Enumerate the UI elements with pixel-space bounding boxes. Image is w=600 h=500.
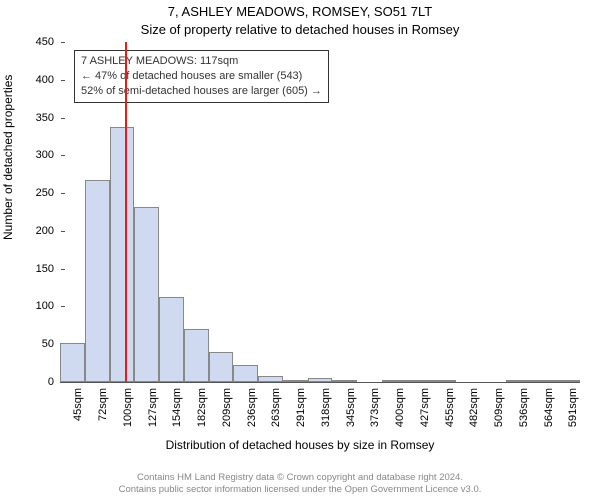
x-tick: 236sqm bbox=[246, 384, 258, 427]
x-tick: 291sqm bbox=[295, 384, 307, 427]
y-tick: 0 bbox=[48, 376, 60, 388]
histogram-bar bbox=[110, 127, 135, 382]
info-line3: 52% of semi-detached houses are larger (… bbox=[81, 84, 322, 99]
x-tick: 209sqm bbox=[221, 384, 233, 427]
histogram-bar bbox=[283, 380, 308, 382]
histogram-bar bbox=[184, 329, 209, 382]
histogram-bar bbox=[85, 180, 110, 382]
x-tick: 482sqm bbox=[469, 384, 481, 427]
y-tick: 300 bbox=[36, 149, 60, 161]
x-tick: 536sqm bbox=[518, 384, 530, 427]
histogram-bar bbox=[233, 365, 258, 382]
histogram-bar bbox=[209, 352, 234, 382]
histogram-bar bbox=[258, 376, 283, 382]
x-tick: 591sqm bbox=[568, 384, 580, 427]
histogram-bar bbox=[134, 207, 159, 382]
subject-marker-line bbox=[125, 42, 127, 382]
info-line1: 7 ASHLEY MEADOWS: 117sqm bbox=[81, 54, 322, 69]
x-tick: 182sqm bbox=[196, 384, 208, 427]
y-tick: 100 bbox=[36, 300, 60, 312]
x-tick: 373sqm bbox=[370, 384, 382, 427]
y-tick: 250 bbox=[36, 187, 60, 199]
x-tick: 318sqm bbox=[320, 384, 332, 427]
y-tick: 400 bbox=[36, 74, 60, 86]
histogram-bar bbox=[431, 380, 456, 382]
y-tick: 150 bbox=[36, 263, 60, 275]
y-tick: 200 bbox=[36, 225, 60, 237]
x-axis-label: Distribution of detached houses by size … bbox=[0, 438, 600, 452]
footer-line2: Contains public sector information licen… bbox=[119, 484, 482, 495]
histogram-bar bbox=[506, 380, 531, 382]
y-tick: 50 bbox=[42, 338, 60, 350]
x-tick: 127sqm bbox=[147, 384, 159, 427]
histogram-bar bbox=[60, 343, 85, 382]
info-line2: ← 47% of detached houses are smaller (54… bbox=[81, 69, 322, 84]
page-title-sub: Size of property relative to detached ho… bbox=[0, 22, 600, 37]
x-tick: 400sqm bbox=[394, 384, 406, 427]
x-tick: 72sqm bbox=[97, 384, 109, 421]
footer-line1: Contains HM Land Registry data © Crown c… bbox=[137, 472, 463, 483]
x-tick: 509sqm bbox=[493, 384, 505, 427]
y-tick: 450 bbox=[36, 36, 60, 48]
histogram-bar bbox=[308, 378, 333, 382]
x-tick: 45sqm bbox=[72, 384, 84, 421]
histogram-bar bbox=[159, 297, 184, 382]
histogram-bar bbox=[382, 380, 407, 382]
chart-container: 7, ASHLEY MEADOWS, ROMSEY, SO51 7LT Size… bbox=[0, 0, 600, 500]
x-tick: 154sqm bbox=[171, 384, 183, 427]
x-tick: 455sqm bbox=[444, 384, 456, 427]
x-tick: 564sqm bbox=[543, 384, 555, 427]
plot-area: 7 ASHLEY MEADOWS: 117sqm ← 47% of detach… bbox=[60, 42, 580, 383]
histogram-bar bbox=[332, 380, 357, 382]
x-tick: 100sqm bbox=[122, 384, 134, 427]
footer: Contains HM Land Registry data © Crown c… bbox=[0, 472, 600, 496]
x-tick: 263sqm bbox=[270, 384, 282, 427]
y-tick: 350 bbox=[36, 112, 60, 124]
histogram-bar bbox=[555, 380, 580, 382]
info-box: 7 ASHLEY MEADOWS: 117sqm ← 47% of detach… bbox=[74, 50, 329, 103]
x-tick: 345sqm bbox=[345, 384, 357, 427]
y-axis-label: Number of detached properties bbox=[1, 75, 15, 240]
x-tick: 427sqm bbox=[419, 384, 431, 427]
histogram-bar bbox=[530, 380, 555, 382]
histogram-bar bbox=[407, 380, 432, 382]
page-title-address: 7, ASHLEY MEADOWS, ROMSEY, SO51 7LT bbox=[0, 4, 600, 19]
